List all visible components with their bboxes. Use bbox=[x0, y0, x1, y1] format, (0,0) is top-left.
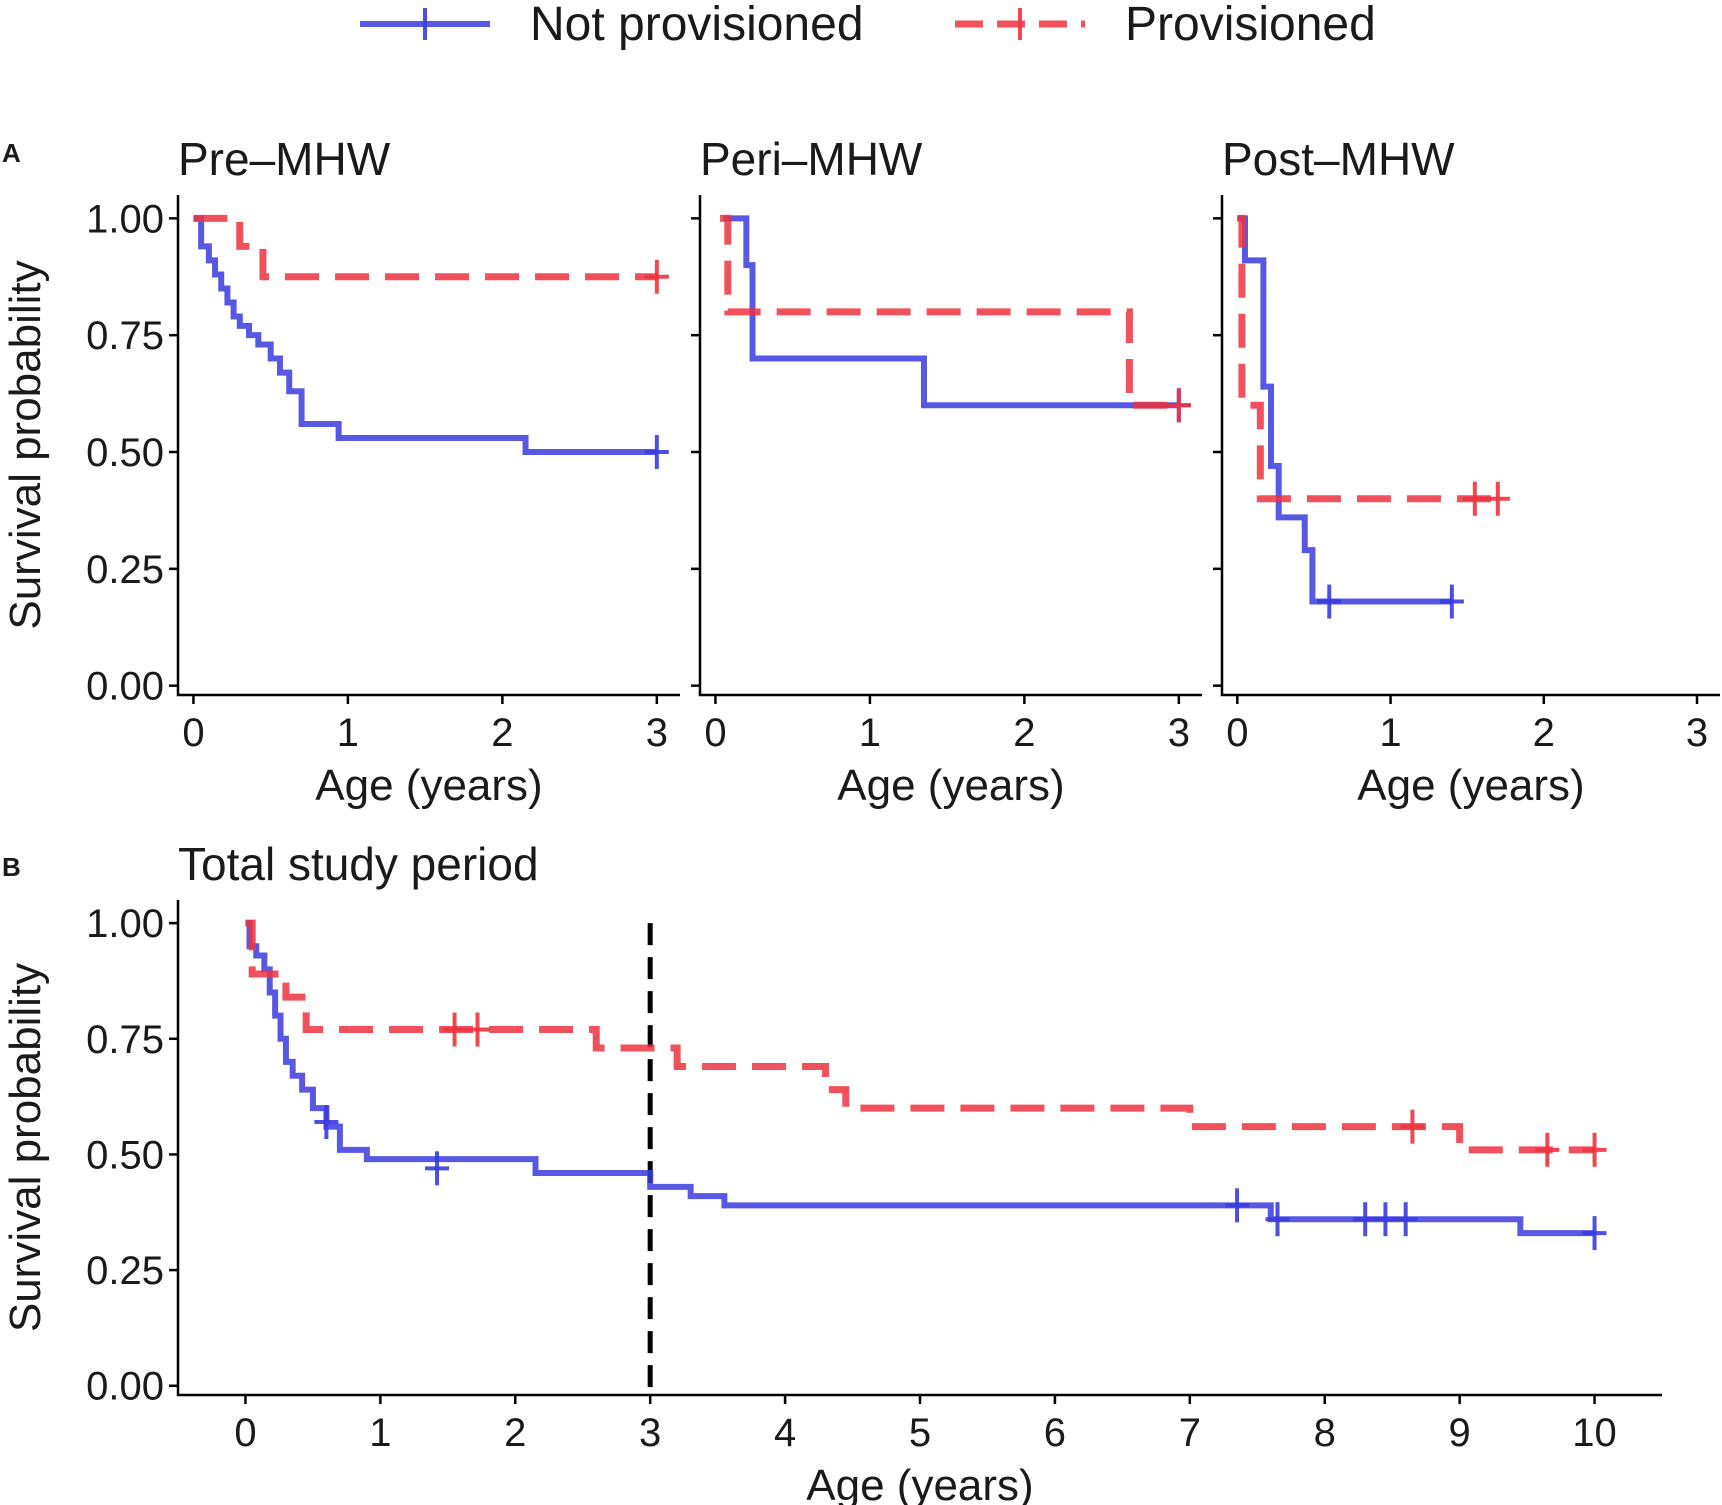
panel-tag-b: B bbox=[2, 852, 21, 882]
curve-provisioned bbox=[245, 919, 1595, 1154]
y-tick-label: 1.00 bbox=[86, 197, 164, 241]
x-tick-label: 6 bbox=[1044, 1411, 1066, 1455]
x-tick-label: 0 bbox=[234, 1411, 256, 1455]
y-tick-label: 0.75 bbox=[86, 314, 164, 358]
y-tick-label: 1.00 bbox=[86, 902, 164, 946]
x-tick-label: 1 bbox=[1379, 711, 1401, 755]
curve-not-provisioned bbox=[1237, 215, 1452, 605]
x-tick-label: 4 bbox=[774, 1411, 796, 1455]
axes-total: 0.00 0.25 0.50 0.75 1.00 0 1 2 3 4 5 6 7 8 9 10 Age (yea… bbox=[1, 900, 1662, 1505]
y-tick-label: 0.50 bbox=[86, 431, 164, 475]
x-tick-label: 1 bbox=[859, 711, 881, 755]
x-tick-label: 3 bbox=[1686, 711, 1708, 755]
panel-title-total: Total study period bbox=[178, 838, 539, 890]
curve-provisioned bbox=[720, 214, 1179, 409]
panel-peri-mhw: Peri–MHW 0 1 2 3 Age (years) bbox=[691, 133, 1202, 810]
panel-title-pre-mhw: Pre–MHW bbox=[178, 133, 391, 185]
x-tick-label: 10 bbox=[1572, 1411, 1617, 1455]
x-tick-label: 3 bbox=[646, 711, 668, 755]
x-tick-label: 5 bbox=[909, 1411, 931, 1455]
axis-lines bbox=[176, 900, 1662, 1397]
y-tick-label: 0.00 bbox=[86, 1365, 164, 1409]
legend: Not provisioned Provisioned bbox=[360, 0, 1376, 51]
x-axis-title: Age (years) bbox=[806, 1461, 1033, 1505]
x-tick-label: 0 bbox=[704, 711, 726, 755]
legend-item-not-provisioned: Not provisioned bbox=[360, 0, 864, 51]
panel-title-post-mhw: Post–MHW bbox=[1222, 133, 1455, 185]
x-tick-label: 2 bbox=[504, 1411, 526, 1455]
x-tick-label: 8 bbox=[1314, 1411, 1336, 1455]
x-tick-label: 0 bbox=[1226, 711, 1248, 755]
y-tick-label: 0.25 bbox=[86, 1249, 164, 1293]
x-axis-title: Age (years) bbox=[1357, 761, 1584, 810]
legend-item-provisioned: Provisioned bbox=[955, 0, 1376, 51]
panel-tag-a: A bbox=[2, 138, 21, 168]
y-axis-title: Survival probability bbox=[1, 260, 50, 629]
panel-post-mhw: Post–MHW 0 1 2 3 Age (years) bbox=[1213, 133, 1720, 810]
curve-provisioned bbox=[193, 214, 657, 281]
x-tick-label: 0 bbox=[182, 711, 204, 755]
curve-not-provisioned bbox=[193, 215, 657, 456]
x-tick-label: 9 bbox=[1449, 1411, 1471, 1455]
panel-title-peri-mhw: Peri–MHW bbox=[700, 133, 923, 185]
x-tick-label: 7 bbox=[1179, 1411, 1201, 1455]
x-tick-label: 3 bbox=[639, 1411, 661, 1455]
y-tick-label: 0.50 bbox=[86, 1133, 164, 1177]
x-tick-label: 2 bbox=[491, 711, 513, 755]
axes-post-mhw: 0 1 2 3 Age (years) bbox=[1213, 195, 1720, 810]
y-tick-label: 0.75 bbox=[86, 1018, 164, 1062]
y-axis-title: Survival probability bbox=[1, 963, 50, 1332]
x-tick-label: 1 bbox=[369, 1411, 391, 1455]
x-tick-label: 2 bbox=[1533, 711, 1555, 755]
legend-label-not-provisioned: Not provisioned bbox=[530, 0, 864, 51]
curve-not-provisioned bbox=[245, 920, 1595, 1237]
axes-pre-mhw: 0.00 0.25 0.50 0.75 1.00 0 1 2 3 Age (years) Survi… bbox=[1, 195, 680, 810]
y-tick-label: 0.00 bbox=[86, 665, 164, 709]
axis-lines bbox=[698, 195, 1202, 697]
panel-pre-mhw: A Pre–MHW 0.00 0.25 0.50 0.75 1.00 0 1 2 3 Age (y… bbox=[1, 133, 680, 810]
panel-total-study-period: B Total study period 0.00 0.25 0.50 0.75 1.0… bbox=[1, 838, 1662, 1505]
x-axis-title: Age (years) bbox=[837, 761, 1064, 810]
axis-lines bbox=[1220, 195, 1720, 697]
x-tick-label: 3 bbox=[1168, 711, 1190, 755]
axis-lines bbox=[176, 195, 680, 697]
axes-peri-mhw: 0 1 2 3 Age (years) bbox=[691, 195, 1202, 810]
x-axis-title: Age (years) bbox=[315, 761, 542, 810]
x-tick-label: 1 bbox=[337, 711, 359, 755]
legend-label-provisioned: Provisioned bbox=[1125, 0, 1376, 51]
x-tick-label: 2 bbox=[1013, 711, 1035, 755]
curve-provisioned bbox=[1237, 214, 1506, 503]
y-tick-label: 0.25 bbox=[86, 548, 164, 592]
